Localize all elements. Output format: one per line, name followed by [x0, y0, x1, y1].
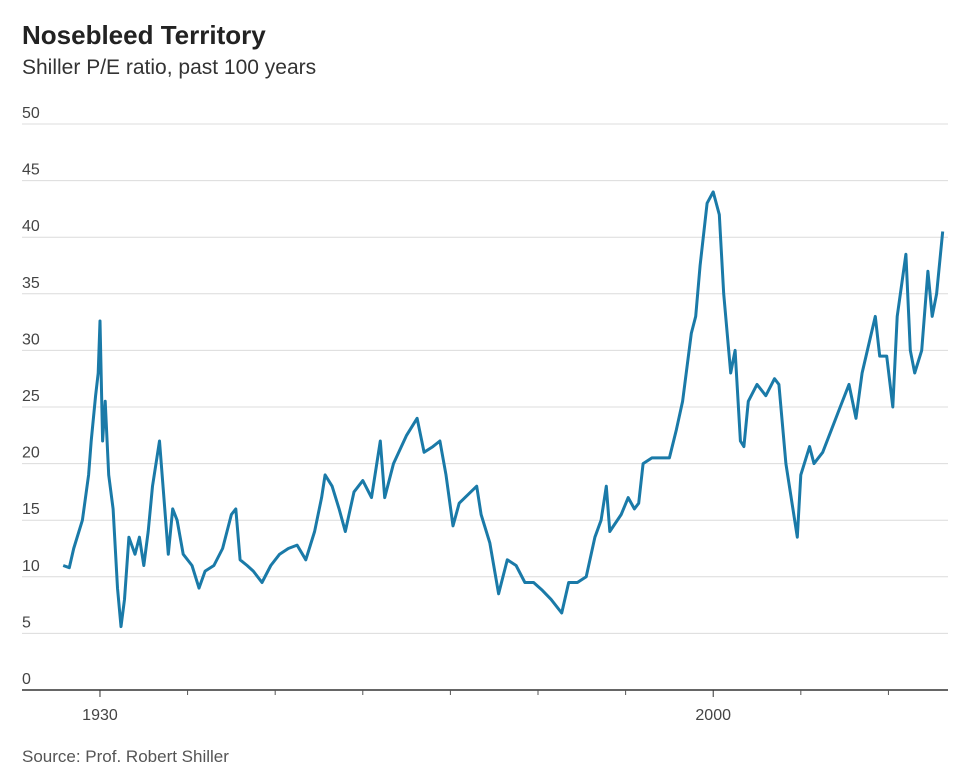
y-tick-label: 35 [22, 275, 40, 292]
source: Source: Prof. Robert Shiller [22, 747, 229, 766]
chart-subtitle: Shiller P/E ratio, past 100 years [22, 56, 316, 79]
x-tick-label: 2000 [695, 707, 731, 724]
data-line [62, 190, 945, 629]
y-tick-label: 25 [22, 388, 40, 405]
chart-title: Nosebleed Territory [22, 20, 266, 50]
y-tick-label: 45 [22, 162, 40, 179]
x-tick-label: 1930 [82, 707, 118, 724]
y-tick-label: 5 [22, 614, 31, 631]
y-tick-label: 15 [22, 501, 40, 518]
y-tick-label: 40 [22, 218, 40, 235]
y-tick-label: 30 [22, 331, 40, 348]
y-tick-label: 50 [22, 105, 40, 122]
y-tick-label: 10 [22, 558, 40, 575]
y-tick-label: 0 [22, 671, 31, 688]
y-tick-label: 20 [22, 445, 40, 462]
